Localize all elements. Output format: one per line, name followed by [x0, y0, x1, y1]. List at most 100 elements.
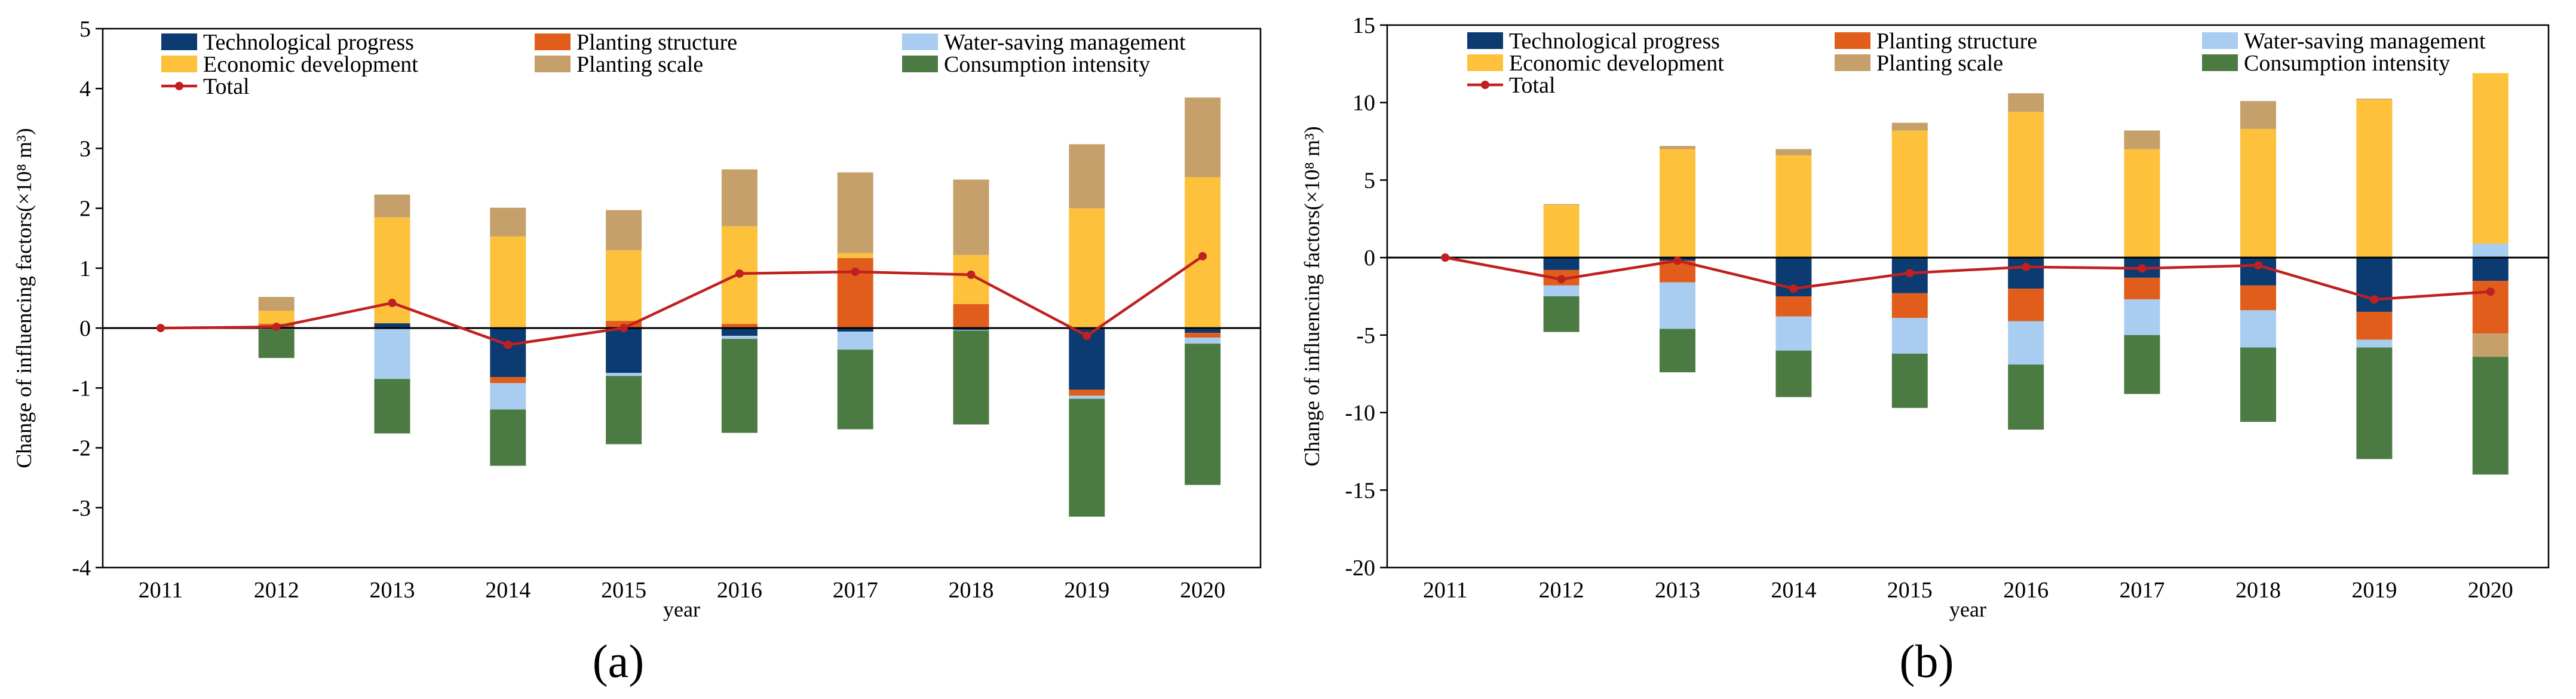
chart-a-bar-water-2017	[837, 332, 873, 350]
chart-b-total-point-2020	[2486, 287, 2495, 296]
chart-a-bar-economic-2019	[1069, 208, 1105, 329]
chart-a-y-tick-label: 1	[79, 256, 91, 281]
chart-a-legend-total-marker	[175, 82, 183, 90]
chart-b-y-tick-label: -15	[1345, 478, 1375, 503]
chart-a-bar-consumption-2020	[1185, 344, 1221, 485]
chart-a-total-point-2016	[735, 269, 744, 278]
chart-a-total-point-2017	[851, 267, 860, 276]
chart-a-legend-swatch-technological	[161, 33, 197, 50]
chart-b-legend-label: Technological progress	[1509, 29, 1720, 54]
chart-b-total-point-2013	[1673, 256, 1682, 265]
chart-b-x-tick-label: 2012	[1539, 578, 1584, 603]
chart-b-bar-water-2012	[1543, 285, 1580, 296]
chart-b-bar-scale-2017	[2124, 130, 2160, 149]
chart-b-total-point-2016	[2022, 262, 2031, 271]
chart-a-total-line	[160, 255, 1204, 347]
chart-a-bar-water-2016	[721, 336, 758, 339]
chart-a-bar-consumption-2013	[374, 379, 410, 434]
chart-b-bar-consumption-2015	[1891, 353, 1928, 408]
chart-b-legend-label: Total	[1509, 73, 1556, 98]
chart-a-x-tick-label: 2016	[717, 578, 762, 603]
chart-a-y-tick-label: 2	[79, 197, 91, 222]
chart-a-y-tick-label: -4	[72, 556, 91, 581]
chart-b-bar-consumption-2019	[2356, 347, 2393, 459]
chart-b-y-tick-label: -5	[1356, 323, 1375, 348]
chart-a-bar-economic-2014	[490, 236, 526, 329]
chart-b-x-tick-label: 2019	[2351, 578, 2397, 603]
chart-a-bar-consumption-2015	[606, 376, 642, 444]
chart-b-legend-swatch-technological	[1467, 32, 1503, 49]
chart-a-x-tick-label: 2017	[833, 578, 878, 603]
chart-a-bar-consumption-2019	[1069, 398, 1105, 517]
chart-a-bar-structure-2016	[721, 324, 758, 329]
chart-b-y-tick-label: 10	[1353, 91, 1375, 116]
chart-b-bar-scale-2020	[2472, 333, 2508, 357]
chart-a-legend-label: Water-saving management	[944, 30, 1186, 55]
chart-b-x-tick-label: 2013	[1655, 578, 1700, 603]
chart-b-bar-economic-2018	[2240, 128, 2276, 258]
chart-b-total-point-2018	[2254, 261, 2262, 270]
chart-a-bar-scale-2018	[953, 179, 989, 255]
chart-b-bar-structure-2014	[1775, 296, 1812, 317]
chart-a-bar-structure-2014	[490, 377, 526, 384]
chart-panel-a: -4 -3 -2 -1 0 1 2 3 4 5 2011 2012 2013 2014 2015 2016 20…	[12, 17, 1262, 621]
chart-a-legend-swatch-water	[902, 33, 938, 50]
chart-b-legend-swatch-structure	[1835, 32, 1870, 49]
chart-b-bar-water-2019	[2356, 339, 2393, 348]
chart-b-y-tick-label: 0	[1364, 246, 1375, 271]
chart-b-total-point-2015	[1905, 269, 1914, 278]
chart-a-bar-scale-2013	[374, 194, 410, 217]
chart-a-legend-swatch-consumption	[902, 56, 938, 72]
chart-a-bar-economic-2012	[258, 311, 295, 324]
chart-b-total-point-2014	[1789, 284, 1798, 293]
chart-b-bar-economic-2014	[1775, 155, 1812, 258]
chart-b-bar-water-2017	[2124, 299, 2160, 335]
chart-a-total-point-2011	[156, 324, 165, 333]
chart-b-y-tick-label: 15	[1353, 13, 1375, 38]
chart-a-bar-consumption-2016	[721, 339, 758, 433]
chart-a-total-point-2012	[272, 323, 281, 332]
chart-b-svg: -20 -15 -10 -5 0 5 10 15 2011 2012 2013 2014 2015 201…	[1300, 13, 2550, 621]
chart-a-x-tick-label: 2020	[1180, 578, 1225, 603]
chart-a-y-tick-label: -3	[72, 496, 91, 521]
chart-a-svg: -4 -3 -2 -1 0 1 2 3 4 5 2011 2012 2013 2014 2015 2016 20…	[12, 17, 1262, 621]
chart-b-bar-consumption-2016	[2008, 364, 2044, 430]
caption-a: (a)	[592, 635, 645, 687]
chart-b-bar-structure-2015	[1891, 293, 1928, 318]
chart-a-x-tick-label: 2012	[254, 578, 299, 603]
chart-a-legend-swatch-structure	[535, 33, 571, 50]
chart-b-bar-scale-2012	[1543, 204, 1580, 205]
chart-a-bar-technological-2017	[837, 328, 873, 332]
chart-a-x-tick-label: 2011	[139, 578, 183, 603]
chart-a-bar-technological-2018	[953, 328, 989, 330]
chart-a-bar-economic-2015	[606, 250, 642, 321]
chart-a-bar-economic-2018	[953, 255, 989, 305]
chart-b-plot-frame	[1386, 24, 2550, 569]
chart-a-y-tick-label: 0	[79, 316, 91, 341]
chart-b-bar-consumption-2012	[1543, 296, 1580, 332]
chart-b-x-tick-label: 2018	[2235, 578, 2281, 603]
chart-b-bar-consumption-2013	[1660, 329, 1695, 373]
chart-b-bar-water-2016	[2008, 321, 2044, 365]
chart-b-total-point-2011	[1441, 253, 1450, 262]
chart-b-total-point-2017	[2138, 264, 2146, 273]
chart-a-bar-structure-2018	[953, 304, 989, 329]
chart-b-x-tick-label: 2011	[1423, 578, 1468, 603]
chart-a-legend-label: Economic development	[203, 52, 418, 77]
chart-b-bar-economic-2015	[1891, 130, 1928, 258]
chart-a-x-tick-label: 2013	[370, 578, 415, 603]
chart-b-bar-economic-2016	[2008, 112, 2044, 258]
chart-a-bar-consumption-2017	[837, 350, 873, 430]
chart-b-bar-consumption-2014	[1775, 350, 1812, 397]
chart-b-legend-swatch-economic	[1467, 54, 1503, 71]
chart-b-total-point-2012	[1557, 275, 1566, 284]
chart-a-total-point-2013	[388, 299, 397, 308]
chart-b-x-tick-label: 2017	[2120, 578, 2165, 603]
chart-b-bar-consumption-2018	[2240, 347, 2276, 422]
chart-b-x-tick-label: 2016	[2003, 578, 2048, 603]
chart-a-legend-swatch-economic	[161, 56, 197, 72]
chart-a-bar-scale-2017	[837, 172, 873, 253]
chart-a-bar-scale-2016	[721, 169, 758, 226]
chart-a-bar-economic-2017	[837, 253, 873, 258]
chart-panel-b: -20 -15 -10 -5 0 5 10 15 2011 2012 2013 2014 2015 201…	[1288, 0, 2576, 699]
